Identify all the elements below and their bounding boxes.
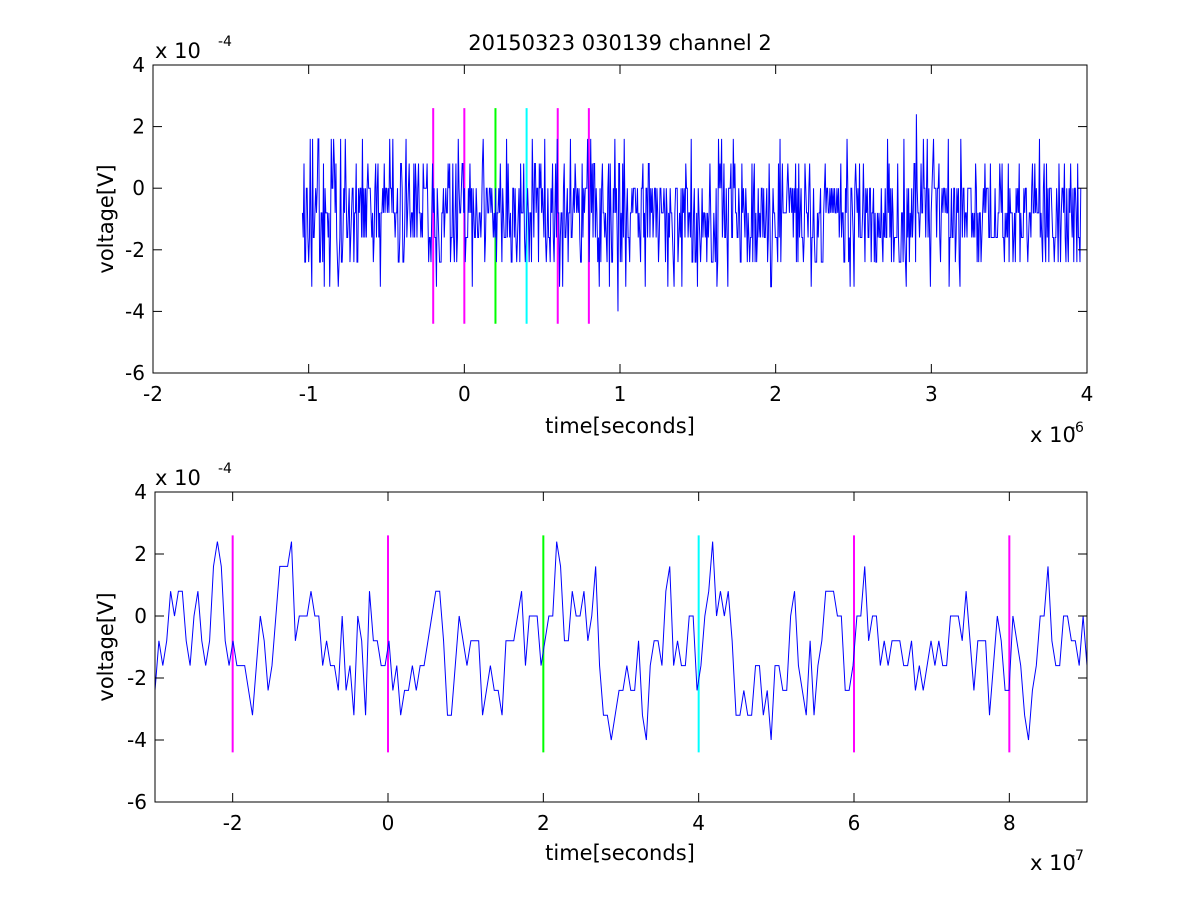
bottom-y-tick-label: 2 <box>134 542 147 566</box>
bottom-x-exponent: x 10 -7 <box>1030 848 1084 875</box>
top-y-tick-label: -6 <box>125 361 145 385</box>
top-y-tick-label: 0 <box>132 176 145 200</box>
bottom-y-tick-label: -6 <box>127 790 147 814</box>
bottom-x-exponent-power: -7 <box>1070 848 1084 864</box>
top-y-tick-label: 2 <box>132 115 145 139</box>
bottom-x-tick-label: 8 <box>1003 811 1016 835</box>
chart-title: 20150323 030139 channel 2 <box>468 31 772 55</box>
bottom-plot-area <box>154 535 1088 753</box>
bottom-x-tick-label: 0 <box>382 811 395 835</box>
top-voltage-trace <box>301 114 1082 312</box>
bottom-y-exponent-base: x 10 <box>155 466 201 490</box>
bottom-y-tick-label: 0 <box>134 604 147 628</box>
bottom-y-tick-label: -4 <box>127 728 147 752</box>
top-x-exponent-base: x 10 <box>1030 423 1076 447</box>
top-x-exponent: x 10 -6 <box>1030 420 1084 447</box>
top-y-tick-label: -4 <box>125 299 145 323</box>
bottom-x-tick-label: 2 <box>537 811 550 835</box>
top-y-exponent-power: -4 <box>218 34 232 50</box>
bottom-y-tick-label: 4 <box>134 480 147 504</box>
top-y-exponent-base: x 10 <box>155 39 201 63</box>
top-x-axis-label: time[seconds] <box>545 414 695 438</box>
bottom-voltage-trace <box>154 541 1088 741</box>
top-x-tick-label: -1 <box>299 382 319 406</box>
top-y-exponent: x 10 -4 <box>155 34 232 63</box>
bottom-subplot: -2 0 2 4 6 8 -6 -4 -2 0 2 4 time[seconds] voltage[… <box>94 461 1088 875</box>
top-y-tick-label: 4 <box>132 53 145 77</box>
top-y-tick-label: -2 <box>125 238 145 262</box>
bottom-x-tick-label: -2 <box>223 811 243 835</box>
bottom-y-ticks: -6 -4 -2 0 2 4 <box>127 480 1087 814</box>
bottom-x-ticks: -2 0 2 4 6 8 <box>223 492 1016 835</box>
top-subplot: -2 -1 0 1 2 3 4 -6 -4 -2 0 2 4 time[seconds] voltag… <box>94 34 1093 447</box>
top-x-tick-label: -2 <box>143 382 163 406</box>
top-x-tick-label: 0 <box>458 382 471 406</box>
top-x-tick-label: 1 <box>614 382 627 406</box>
top-x-tick-label: 3 <box>925 382 938 406</box>
bottom-x-tick-label: 4 <box>692 811 705 835</box>
top-x-ticks: -2 -1 0 1 2 3 4 <box>143 65 1093 406</box>
top-y-axis-label: voltage[V] <box>94 164 118 273</box>
bottom-x-axis-label: time[seconds] <box>545 841 695 865</box>
bottom-x-tick-label: 6 <box>848 811 861 835</box>
bottom-x-exponent-base: x 10 <box>1030 851 1076 875</box>
bottom-y-exponent-power: -4 <box>218 461 232 477</box>
top-x-tick-label: 2 <box>769 382 782 406</box>
bottom-axes-frame <box>154 491 1088 803</box>
bottom-y-exponent: x 10 -4 <box>155 461 232 490</box>
top-y-ticks: -6 -4 -2 0 2 4 <box>125 53 1087 385</box>
bottom-y-axis-label: voltage[V] <box>94 592 118 701</box>
bottom-y-tick-label: -2 <box>127 666 147 690</box>
top-plot-area <box>301 108 1082 324</box>
top-x-exponent-power: -6 <box>1070 420 1084 436</box>
top-x-tick-label: 4 <box>1081 382 1094 406</box>
